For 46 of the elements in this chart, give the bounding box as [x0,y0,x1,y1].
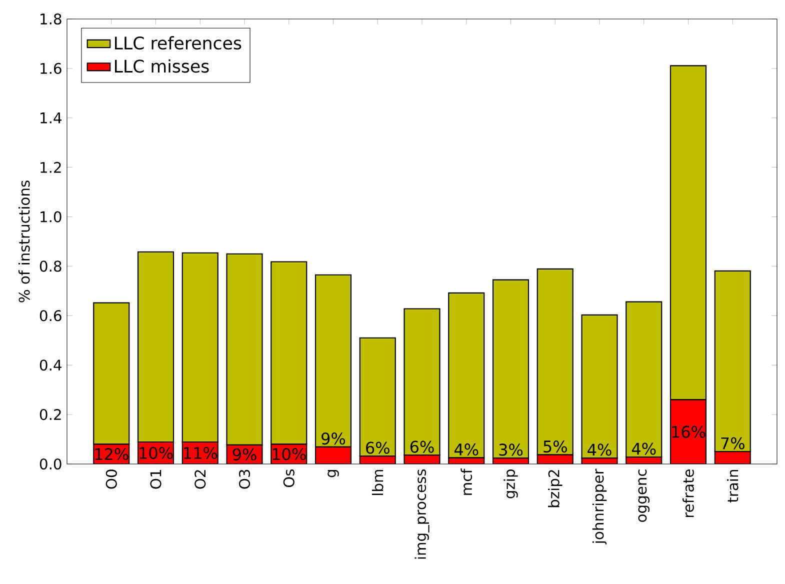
annotation: 6% [410,440,434,453]
bar [670,400,706,464]
annotation: 10% [272,448,306,460]
x-tick-label: O2 [194,470,206,489]
annotation: 3% [499,444,523,456]
annotation: 16% [672,426,706,438]
legend-label: LLC misses [115,59,209,73]
annotation: 12% [95,448,128,460]
annotation: 4% [454,443,478,456]
annotation: 6% [366,442,390,454]
y-tick-label: 1.6 [40,62,62,74]
x-tick-label: Os [283,469,294,488]
x-tick-label: gzip [504,469,518,498]
x-tick-label: refrate [682,469,694,518]
y-tick-label: 0.6 [40,310,62,322]
y-tick-label: 0.4 [40,360,62,371]
y-tick-label: 0.2 [40,409,61,420]
x-tick-label: lbm [372,470,384,495]
bar [714,451,751,464]
annotation: 7% [721,437,744,450]
annotation: 5% [544,440,567,453]
annotation: 4% [632,442,656,455]
x-tick-label: img_process [414,469,430,559]
y-tick-label: 1.0 [40,211,62,222]
bar [316,446,352,464]
x-tick-label: oggenc [638,470,650,522]
x-tick-label: O1 [150,470,162,489]
y-axis-title: % of instructions [18,180,30,302]
annotation: 11% [184,446,218,460]
annotation: 9% [322,432,346,445]
x-tick-label: johnripper [592,468,607,544]
annotation: 4% [588,444,612,456]
annotation: 10% [140,446,173,460]
y-tick-label: 0.0 [40,458,62,470]
y-tick-label: 1.8 [40,13,62,25]
x-tick-label: g [328,470,339,478]
annotation: 9% [232,448,256,461]
x-tick-label: O3 [238,470,250,489]
x-tick-label: mcf [460,468,472,495]
y-tick-label: 1.4 [40,112,62,124]
x-tick-label: bzip2 [548,470,562,508]
x-tick-label: train [726,470,738,502]
y-tick-label: 1.2 [40,162,61,173]
y-tick-label: 0.8 [40,260,62,272]
legend-label: LLC references [115,36,242,50]
x-tick-label: O0 [106,470,117,489]
